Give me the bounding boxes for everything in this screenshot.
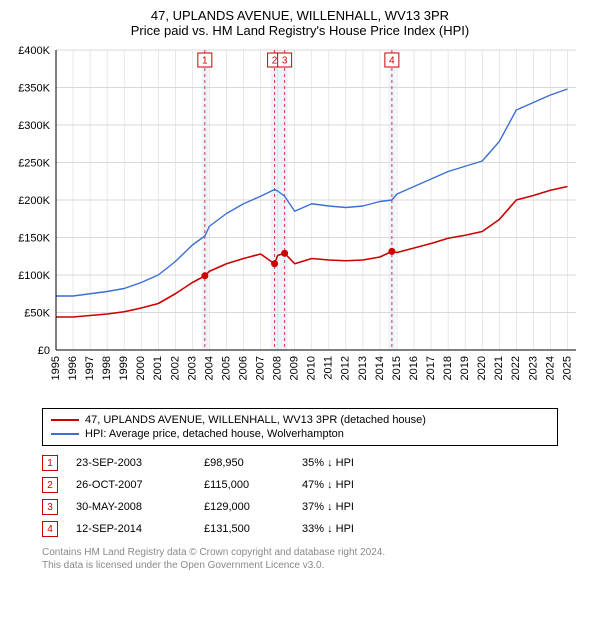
svg-text:2022: 2022 xyxy=(510,356,522,380)
event-hpi-diff: 35% ↓ HPI xyxy=(302,457,558,469)
sale-event-row: 4 12-SEP-2014 £131,500 33% ↓ HPI xyxy=(42,518,558,540)
event-date: 30-MAY-2008 xyxy=(76,501,186,513)
svg-text:1996: 1996 xyxy=(67,356,79,380)
legend-label: 47, UPLANDS AVENUE, WILLENHALL, WV13 3PR… xyxy=(85,414,426,426)
svg-text:3: 3 xyxy=(282,56,288,67)
event-hpi-diff: 33% ↓ HPI xyxy=(302,523,558,535)
footer-line1: Contains HM Land Registry data © Crown c… xyxy=(42,546,558,559)
sale-event-row: 1 23-SEP-2003 £98,950 35% ↓ HPI xyxy=(42,452,558,474)
event-date: 23-SEP-2003 xyxy=(76,457,186,469)
svg-text:2025: 2025 xyxy=(561,356,573,380)
svg-text:2005: 2005 xyxy=(220,356,232,380)
legend-swatch xyxy=(51,433,79,435)
legend-label: HPI: Average price, detached house, Wolv… xyxy=(85,428,344,440)
chart-title-sub: Price paid vs. HM Land Registry's House … xyxy=(8,23,592,38)
svg-text:2023: 2023 xyxy=(527,356,539,380)
event-price: £131,500 xyxy=(204,523,284,535)
sale-events-table: 1 23-SEP-2003 £98,950 35% ↓ HPI 2 26-OCT-2007… xyxy=(42,452,558,540)
svg-text:2015: 2015 xyxy=(391,356,403,380)
event-date: 26-OCT-2007 xyxy=(76,479,186,491)
chart-title-address: 47, UPLANDS AVENUE, WILLENHALL, WV13 3PR xyxy=(8,8,592,23)
legend-swatch xyxy=(51,419,79,421)
svg-text:£250K: £250K xyxy=(18,158,50,170)
svg-text:2014: 2014 xyxy=(374,356,386,380)
event-hpi-diff: 37% ↓ HPI xyxy=(302,501,558,513)
event-price: £115,000 xyxy=(204,479,284,491)
footer-line2: This data is licensed under the Open Gov… xyxy=(42,559,558,572)
svg-text:2: 2 xyxy=(272,56,278,67)
data-license-footer: Contains HM Land Registry data © Crown c… xyxy=(42,546,558,572)
legend-item: 47, UPLANDS AVENUE, WILLENHALL, WV13 3PR… xyxy=(51,413,549,427)
svg-text:2006: 2006 xyxy=(237,356,249,380)
svg-text:£200K: £200K xyxy=(18,195,50,207)
svg-text:£100K: £100K xyxy=(18,270,50,282)
svg-text:1995: 1995 xyxy=(50,356,62,380)
svg-text:2010: 2010 xyxy=(306,356,318,380)
svg-text:£50K: £50K xyxy=(24,308,50,320)
svg-text:2016: 2016 xyxy=(408,356,420,380)
svg-text:2012: 2012 xyxy=(340,356,352,380)
event-price: £129,000 xyxy=(204,501,284,513)
svg-text:1998: 1998 xyxy=(101,356,113,380)
svg-text:£0: £0 xyxy=(38,345,50,357)
svg-text:£150K: £150K xyxy=(18,233,50,245)
svg-text:2003: 2003 xyxy=(186,356,198,380)
svg-text:£400K: £400K xyxy=(18,45,50,57)
svg-text:1999: 1999 xyxy=(118,356,130,380)
chart-container: 1 23 4 £0 £50K £100K £150K £200K £250K £300K £350K… xyxy=(8,42,592,402)
svg-text:2018: 2018 xyxy=(442,356,454,380)
svg-text:2004: 2004 xyxy=(203,356,215,380)
event-number-badge: 3 xyxy=(42,499,58,515)
event-number-badge: 2 xyxy=(42,477,58,493)
svg-text:2007: 2007 xyxy=(254,356,266,380)
svg-text:2001: 2001 xyxy=(152,356,164,380)
event-hpi-diff: 47% ↓ HPI xyxy=(302,479,558,491)
svg-text:1: 1 xyxy=(202,56,208,67)
svg-text:4: 4 xyxy=(389,56,395,67)
legend-item: HPI: Average price, detached house, Wolv… xyxy=(51,427,549,441)
chart-legend: 47, UPLANDS AVENUE, WILLENHALL, WV13 3PR… xyxy=(42,408,558,446)
svg-text:2002: 2002 xyxy=(169,356,181,380)
svg-text:£350K: £350K xyxy=(18,83,50,95)
svg-text:2008: 2008 xyxy=(272,356,284,380)
svg-text:2021: 2021 xyxy=(493,356,505,380)
sale-event-row: 3 30-MAY-2008 £129,000 37% ↓ HPI xyxy=(42,496,558,518)
event-date: 12-SEP-2014 xyxy=(76,523,186,535)
svg-text:2017: 2017 xyxy=(425,356,437,380)
svg-text:2000: 2000 xyxy=(135,356,147,380)
sale-event-row: 2 26-OCT-2007 £115,000 47% ↓ HPI xyxy=(42,474,558,496)
svg-text:2011: 2011 xyxy=(323,356,335,380)
event-number-badge: 4 xyxy=(42,521,58,537)
price-chart: 1 23 4 £0 £50K £100K £150K £200K £250K £300K £350K… xyxy=(8,42,592,402)
svg-text:2009: 2009 xyxy=(289,356,301,380)
svg-text:2024: 2024 xyxy=(544,356,556,380)
chart-title-block: 47, UPLANDS AVENUE, WILLENHALL, WV13 3PR… xyxy=(8,8,592,38)
svg-text:2019: 2019 xyxy=(459,356,471,380)
svg-text:£300K: £300K xyxy=(18,120,50,132)
svg-text:2013: 2013 xyxy=(357,356,369,380)
event-price: £98,950 xyxy=(204,457,284,469)
svg-text:2020: 2020 xyxy=(476,356,488,380)
event-number-badge: 1 xyxy=(42,455,58,471)
svg-text:1997: 1997 xyxy=(84,356,96,380)
